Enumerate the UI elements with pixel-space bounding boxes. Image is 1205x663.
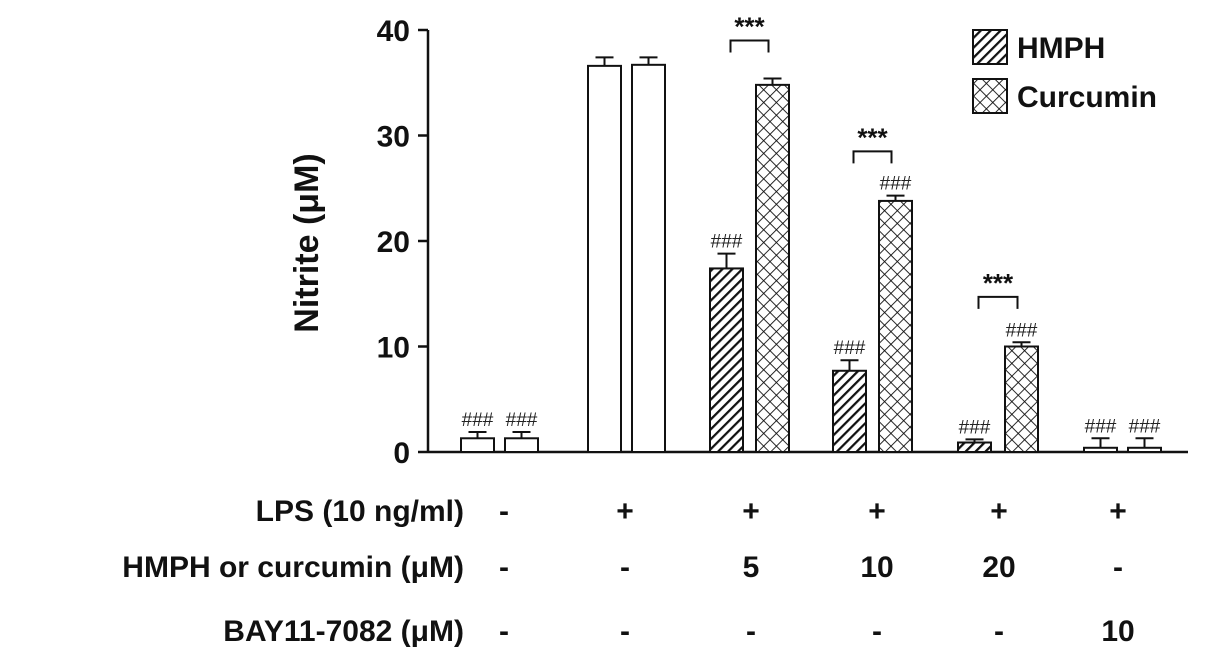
significance-stars: *** [983, 268, 1014, 298]
bar-significance-label: ### [1129, 416, 1161, 437]
significance-stars: *** [734, 12, 765, 42]
y-axis-title-group: Nitrite (μM) [288, 153, 326, 332]
significance-bracket [852, 150, 893, 164]
y-tick-label: 10 [377, 332, 410, 365]
condition-row-label: BAY11-7082 (μM) [223, 615, 464, 648]
condition-table: LPS (10 ng/ml) - + + + + + HMPH or curcumin (μM… [122, 495, 1134, 648]
legend-label: Curcumin [1017, 81, 1157, 114]
condition-cell: - [1113, 551, 1123, 584]
bar [957, 441, 992, 454]
legend-swatch [972, 29, 1008, 65]
condition-cell: 10 [1101, 615, 1134, 648]
condition-cell: + [1109, 495, 1127, 528]
bar-significance-label: ### [462, 410, 494, 431]
y-tick-label: 20 [377, 226, 410, 259]
condition-cell: 20 [982, 551, 1015, 584]
bar-significance-label: ### [506, 410, 538, 431]
condition-cell: + [616, 495, 634, 528]
condition-row-label: LPS (10 ng/ml) [256, 495, 464, 528]
condition-row-label: HMPH or curcumin (μM) [122, 551, 464, 584]
significance-stars: *** [857, 122, 888, 152]
condition-cell: + [990, 495, 1008, 528]
condition-cell: 5 [743, 551, 760, 584]
bar [631, 63, 666, 453]
bar [1004, 345, 1039, 453]
y-axis-title: Nitrite (μM) [288, 153, 326, 332]
condition-cell: - [499, 551, 509, 584]
bar [1083, 446, 1118, 453]
condition-cell: - [620, 615, 630, 648]
condition-cell: - [994, 615, 1004, 648]
bar [587, 64, 622, 454]
legend-label: HMPH [1017, 32, 1105, 65]
bar [709, 267, 744, 453]
condition-cell: - [872, 615, 882, 648]
bar [460, 437, 495, 454]
bar-significance-label: ### [834, 338, 866, 359]
bar [755, 83, 790, 454]
legend: HMPH Curcumin [972, 29, 1157, 114]
significance-bracket [729, 39, 770, 53]
y-tick-label: 40 [377, 15, 410, 48]
bar [1127, 446, 1162, 453]
bar-significance-label: ### [1085, 416, 1117, 437]
condition-cell: + [868, 495, 886, 528]
bar-significance-label: ### [959, 417, 991, 438]
condition-cell: - [620, 551, 630, 584]
bar [878, 199, 913, 453]
bar-significance-label: ### [880, 174, 912, 195]
bar [504, 437, 539, 454]
bar-significance-label: ### [1006, 320, 1038, 341]
axes: 0 10 20 30 40 [377, 15, 1188, 470]
bars [460, 56, 1162, 454]
bar [832, 369, 867, 454]
annotations: ### ### ### ### ### ### ### ### ### *** *** *** [462, 12, 1161, 439]
condition-cell: - [499, 615, 509, 648]
y-tick-label: 0 [393, 437, 410, 470]
condition-cell: - [746, 615, 756, 648]
significance-bracket [977, 295, 1019, 309]
y-tick-label: 30 [377, 121, 410, 154]
legend-swatch [972, 78, 1008, 114]
condition-cell: + [742, 495, 760, 528]
condition-cell: - [499, 495, 509, 528]
condition-cell: 10 [860, 551, 893, 584]
bar-significance-label: ### [711, 232, 743, 253]
